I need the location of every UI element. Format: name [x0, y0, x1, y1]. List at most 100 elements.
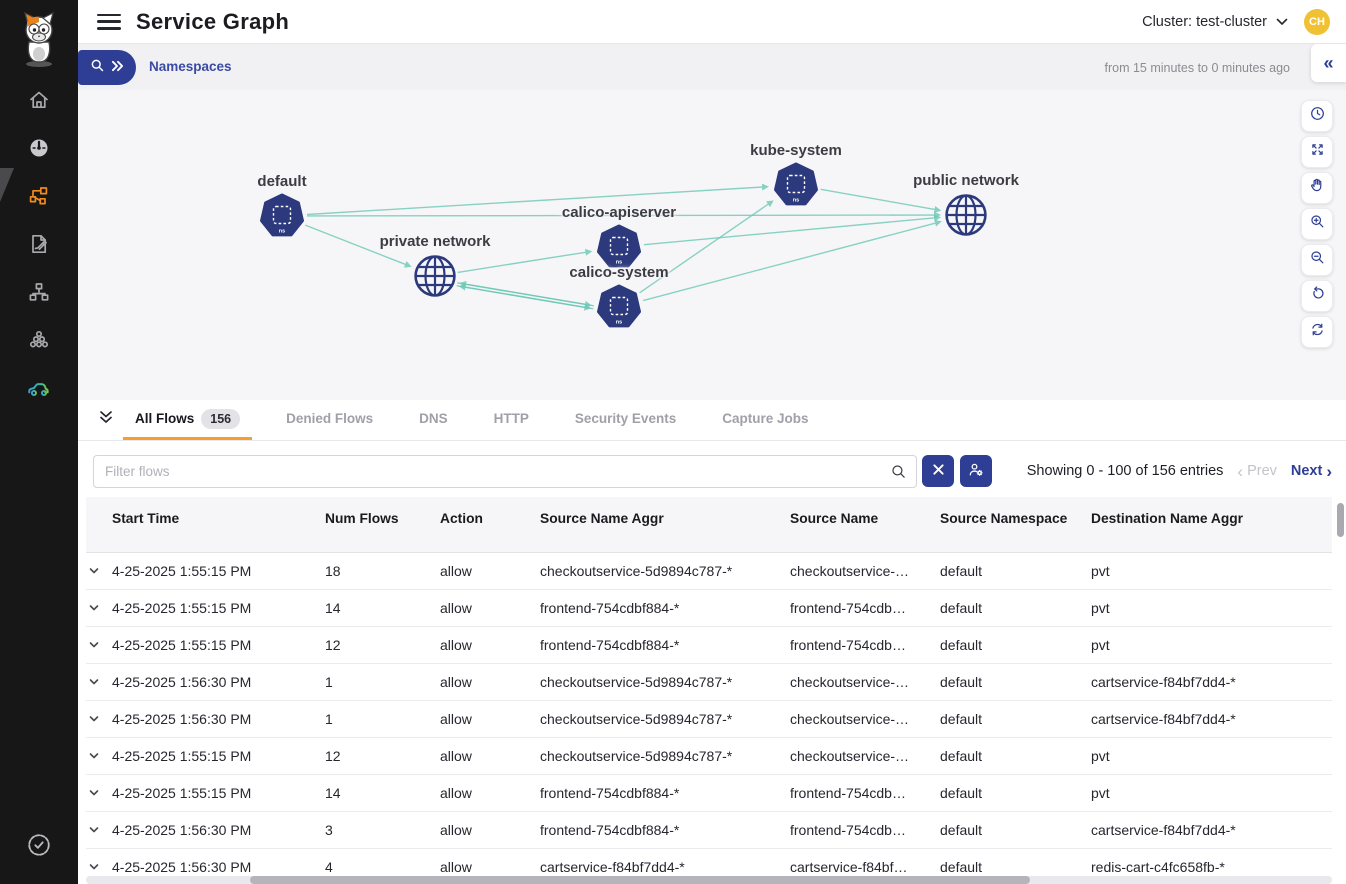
fit-screen-button[interactable] — [1301, 136, 1333, 168]
row-expander-icon[interactable] — [86, 639, 110, 651]
cell-action: allow — [440, 711, 472, 727]
table-row[interactable]: 4-25-2025 1:55:15 PM 14 allow frontend-7… — [86, 590, 1332, 627]
sidebar-item-home[interactable] — [23, 86, 55, 118]
flows-filter-bar: Showing 0 - 100 of 156 entries ‹Prev Nex… — [78, 450, 1346, 492]
table-vertical-scrollbar[interactable] — [1337, 503, 1344, 537]
table-row[interactable]: 4-25-2025 1:56:30 PM 1 allow checkoutser… — [86, 664, 1332, 701]
filter-flows-input[interactable] — [93, 454, 917, 488]
row-expander-icon[interactable] — [86, 676, 110, 688]
cell-dest-name-aggr: pvt — [1091, 637, 1110, 653]
row-expander-icon[interactable] — [86, 713, 110, 725]
next-page-button[interactable]: Next › — [1290, 461, 1332, 481]
tab-security-events[interactable]: Security Events — [563, 400, 688, 440]
cell-dest-name-aggr: pvt — [1091, 563, 1110, 579]
cell-source-namespace: default — [940, 674, 983, 690]
cell-dest-name-aggr: redis-cart-c4fc658fb-* — [1091, 859, 1225, 875]
tab-label: All Flows — [135, 411, 195, 426]
graph-node-label: public network — [913, 172, 1019, 189]
graph-node-calico-system[interactable] — [596, 284, 642, 330]
table-row[interactable]: 4-25-2025 1:55:15 PM 12 allow frontend-7… — [86, 627, 1332, 664]
sidebar-item-policies[interactable] — [23, 230, 55, 262]
cluster-molecule-icon — [27, 328, 51, 357]
row-expander-icon[interactable] — [86, 750, 110, 762]
cell-source-namespace: default — [940, 859, 983, 875]
cell-action: allow — [440, 674, 472, 690]
sidebar-item-clusters[interactable] — [23, 326, 55, 358]
refresh-button[interactable] — [1301, 316, 1333, 348]
sidebar-nav — [0, 86, 78, 406]
graph-edge — [305, 224, 412, 268]
cell-start-time: 4-25-2025 1:56:30 PM — [112, 711, 252, 727]
hamburger-menu-icon[interactable] — [96, 12, 122, 32]
table-row[interactable]: 4-25-2025 1:55:15 PM 12 allow checkoutse… — [86, 738, 1332, 775]
policy-document-icon — [27, 232, 51, 261]
breadcrumb[interactable]: Namespaces — [149, 59, 232, 74]
cell-dest-name-aggr: cartservice-f84bf7dd4-* — [1091, 822, 1236, 838]
namespace-icon — [776, 164, 817, 204]
cell-action: allow — [440, 748, 472, 764]
graph-edge — [306, 183, 770, 216]
graph-node-default[interactable] — [259, 193, 305, 239]
close-icon — [932, 463, 945, 479]
page-title: Service Graph — [136, 8, 290, 34]
row-expander-icon[interactable] — [86, 602, 110, 614]
graph-toolbar — [1301, 100, 1333, 348]
reset-layout-button[interactable] — [1301, 280, 1333, 312]
time-settings-button[interactable] — [1301, 100, 1333, 132]
cell-source-name: frontend-754cdb… — [790, 785, 906, 801]
cluster-selector[interactable]: Cluster: test-cluster — [1142, 14, 1288, 30]
table-horizontal-scrollbar[interactable] — [86, 876, 1332, 884]
sidebar-item-service-graph[interactable] — [23, 182, 55, 214]
table-row[interactable]: 4-25-2025 1:56:30 PM 3 allow frontend-75… — [86, 812, 1332, 849]
sidebar-item-image-assurance[interactable] — [23, 374, 55, 406]
cell-dest-name-aggr: cartservice-f84bf7dd4-* — [1091, 674, 1236, 690]
calico-cat-logo[interactable] — [0, 0, 78, 78]
cell-source-namespace: default — [940, 637, 983, 653]
graph-node-public-network[interactable] — [943, 192, 989, 238]
clear-filter-button[interactable] — [922, 455, 954, 487]
row-expander-icon[interactable] — [86, 787, 110, 799]
prev-page-button[interactable]: ‹ Prev — [1237, 461, 1277, 481]
avatar[interactable]: CH — [1304, 8, 1330, 35]
col-action: Action — [440, 511, 483, 526]
graph-canvas[interactable]: default private network calico-apiserver ca… — [78, 90, 1346, 400]
tab-dns[interactable]: DNS — [407, 400, 460, 440]
flows-count-badge: 156 — [201, 408, 241, 429]
zoom-in-button[interactable] — [1301, 208, 1333, 240]
sidebar-item-network-topology[interactable] — [23, 278, 55, 310]
tab-capture-jobs[interactable]: Capture Jobs — [710, 400, 820, 440]
panel-collapse-button[interactable] — [93, 407, 119, 433]
row-expander-icon[interactable] — [86, 861, 110, 873]
cell-source-name-aggr: checkoutservice-5d9894c787-* — [540, 563, 733, 579]
sidebar-item-dashboard[interactable] — [23, 134, 55, 166]
tab-http[interactable]: HTTP — [482, 400, 541, 440]
cell-source-name-aggr: frontend-754cdbf884-* — [540, 822, 680, 838]
cell-source-name-aggr: frontend-754cdbf884-* — [540, 600, 680, 616]
collapse-panel-button[interactable]: « — [1311, 44, 1346, 82]
row-expander-icon[interactable] — [86, 565, 110, 577]
double-chevron-down-icon — [99, 410, 113, 430]
zoom-out-button[interactable] — [1301, 244, 1333, 276]
tab-denied-flows[interactable]: Denied Flows — [274, 400, 385, 440]
table-row[interactable]: 4-25-2025 1:55:15 PM 18 allow checkoutse… — [86, 553, 1332, 590]
table-row[interactable]: 4-25-2025 1:56:30 PM 1 allow checkoutser… — [86, 701, 1332, 738]
cell-source-namespace: default — [940, 600, 983, 616]
cell-num-flows: 1 — [325, 711, 333, 727]
flows-table: Start Time Num Flows Action Source Name … — [86, 497, 1332, 884]
customize-columns-button[interactable] — [960, 455, 992, 487]
graph-search-pill[interactable] — [78, 50, 136, 85]
col-source-name: Source Name — [790, 511, 879, 526]
graph-node-private-network[interactable] — [412, 253, 458, 299]
graph-edge — [643, 214, 942, 246]
pan-button[interactable] — [1301, 172, 1333, 204]
row-expander-icon[interactable] — [86, 824, 110, 836]
cell-source-name: checkoutservice-… — [790, 674, 910, 690]
col-dest-name-aggr: Destination Name Aggr — [1091, 511, 1244, 526]
table-row[interactable]: 4-25-2025 1:55:15 PM 14 allow frontend-7… — [86, 775, 1332, 812]
sidebar-item-compliance[interactable] — [23, 831, 55, 863]
tab-all-flows[interactable]: All Flows 156 — [123, 400, 253, 440]
graph-node-kube-system[interactable] — [773, 162, 819, 208]
cell-start-time: 4-25-2025 1:55:15 PM — [112, 748, 252, 764]
search-icon — [890, 463, 907, 485]
cell-action: allow — [440, 822, 472, 838]
